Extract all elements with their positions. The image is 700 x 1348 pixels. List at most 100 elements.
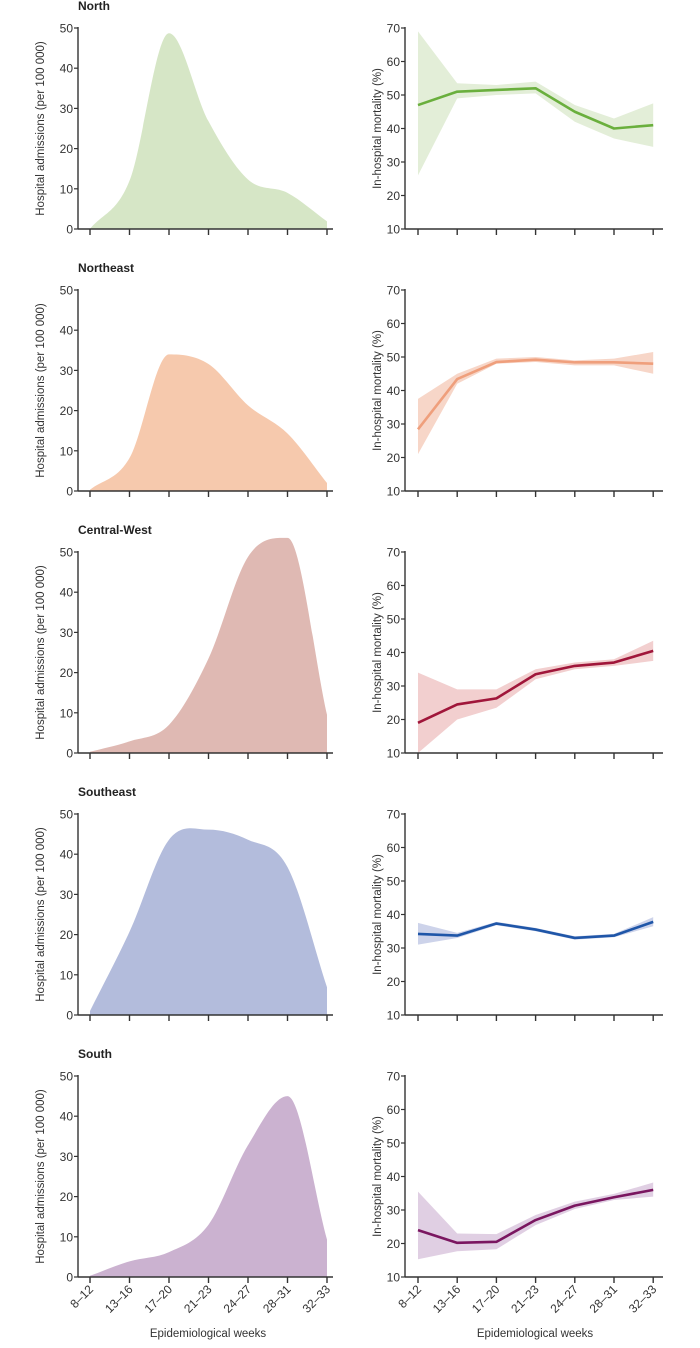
- x-tick-label: 17–20: [469, 1282, 503, 1316]
- y-tick-label: 50: [60, 22, 74, 36]
- y-tick-label: 20: [387, 975, 401, 989]
- y-tick-label: 70: [387, 808, 401, 822]
- y-tick-label: 40: [387, 122, 401, 136]
- y-tick-label: 10: [60, 182, 74, 196]
- y-tick-label: 10: [387, 1009, 401, 1023]
- admissions-area: [90, 828, 327, 1015]
- y-tick-label: 30: [387, 418, 401, 432]
- x-axis-label: Epidemiological weeks: [477, 1328, 594, 1340]
- y-tick-label: 0: [66, 1009, 73, 1023]
- y-tick-label: 10: [60, 444, 74, 458]
- admissions-area: [90, 354, 327, 491]
- y-tick-label: 70: [387, 284, 401, 298]
- y-axis-label: Hospital admissions (per 100 000): [35, 303, 47, 478]
- x-tick-label: 13–16: [102, 1282, 136, 1316]
- admissions-area: [90, 33, 327, 229]
- y-tick-label: 20: [60, 928, 74, 942]
- y-tick-label: 20: [60, 404, 74, 418]
- y-axis-label: In-hospital mortality (%): [372, 330, 384, 451]
- x-tick-label: 21–23: [181, 1282, 215, 1316]
- y-tick-label: 40: [387, 646, 401, 660]
- y-tick-label: 0: [66, 747, 73, 761]
- y-tick-label: 20: [60, 666, 74, 680]
- x-tick-label: 32–33: [300, 1282, 334, 1316]
- panel-title-northeast: Northeast: [78, 261, 134, 275]
- x-tick-label: 28–31: [260, 1282, 294, 1316]
- y-tick-label: 0: [66, 223, 73, 237]
- y-tick-label: 40: [387, 1170, 401, 1184]
- y-tick-label: 30: [60, 888, 74, 902]
- panel-title-central-west: Central-West: [78, 523, 152, 537]
- y-tick-label: 10: [60, 1230, 74, 1244]
- y-tick-label: 50: [60, 808, 74, 822]
- y-tick-label: 10: [60, 968, 74, 982]
- y-axis-label: Hospital admissions (per 100 000): [35, 1089, 47, 1264]
- y-axis-label: In-hospital mortality (%): [372, 592, 384, 713]
- y-tick-label: 20: [387, 713, 401, 727]
- y-axis-label: In-hospital mortality (%): [372, 1116, 384, 1237]
- y-tick-label: 40: [60, 848, 74, 862]
- confidence-band: [418, 641, 653, 753]
- x-tick-label: 24–27: [547, 1282, 581, 1316]
- panel-title-southeast: Southeast: [78, 785, 136, 799]
- x-tick-label: 8–12: [67, 1282, 96, 1311]
- y-tick-label: 60: [387, 55, 401, 69]
- y-tick-label: 0: [66, 485, 73, 499]
- confidence-band: [418, 31, 653, 175]
- x-tick-label: 24–27: [221, 1282, 255, 1316]
- y-tick-label: 40: [387, 384, 401, 398]
- y-tick-label: 70: [387, 22, 401, 36]
- y-tick-label: 0: [66, 1271, 73, 1285]
- y-tick-label: 50: [387, 351, 401, 365]
- y-tick-label: 70: [387, 1070, 401, 1084]
- x-tick-label: 21–23: [508, 1282, 542, 1316]
- y-tick-label: 30: [60, 102, 74, 116]
- mortality-line: [418, 360, 653, 430]
- y-tick-label: 30: [387, 1204, 401, 1218]
- x-tick-label: 17–20: [142, 1282, 176, 1316]
- y-tick-label: 30: [60, 626, 74, 640]
- y-tick-label: 20: [387, 189, 401, 203]
- x-axis-label: Epidemiological weeks: [150, 1328, 267, 1340]
- y-tick-label: 20: [60, 1190, 74, 1204]
- y-tick-label: 50: [60, 1070, 74, 1084]
- y-tick-label: 50: [387, 1137, 401, 1151]
- y-axis-label: In-hospital mortality (%): [372, 854, 384, 975]
- y-tick-label: 20: [387, 451, 401, 465]
- y-tick-label: 10: [60, 706, 74, 720]
- admissions-area: [90, 1096, 327, 1277]
- x-tick-label: 13–16: [430, 1282, 464, 1316]
- y-tick-label: 30: [387, 156, 401, 170]
- y-tick-label: 20: [387, 1237, 401, 1251]
- y-tick-label: 40: [387, 908, 401, 922]
- y-tick-label: 60: [387, 317, 401, 331]
- y-tick-label: 30: [387, 942, 401, 956]
- y-tick-label: 40: [60, 324, 74, 338]
- y-tick-label: 40: [60, 586, 74, 600]
- y-axis-label: In-hospital mortality (%): [372, 68, 384, 189]
- y-tick-label: 70: [387, 546, 401, 560]
- y-tick-label: 30: [387, 680, 401, 694]
- y-tick-label: 50: [387, 613, 401, 627]
- y-tick-label: 10: [387, 223, 401, 237]
- y-tick-label: 60: [387, 1103, 401, 1117]
- y-tick-label: 20: [60, 142, 74, 156]
- x-tick-label: 28–31: [587, 1282, 621, 1316]
- y-tick-label: 10: [387, 747, 401, 761]
- y-tick-label: 40: [60, 62, 74, 76]
- y-tick-label: 30: [60, 1150, 74, 1164]
- y-tick-label: 60: [387, 579, 401, 593]
- x-tick-label: 8–12: [395, 1282, 424, 1311]
- y-tick-label: 40: [60, 1110, 74, 1124]
- confidence-band: [418, 352, 653, 454]
- y-tick-label: 60: [387, 841, 401, 855]
- mortality-line: [418, 922, 653, 938]
- confidence-band: [418, 917, 653, 944]
- y-tick-label: 50: [387, 89, 401, 103]
- y-tick-label: 50: [60, 284, 74, 298]
- y-tick-label: 10: [387, 485, 401, 499]
- panel-title-north: North: [78, 0, 110, 13]
- panel-title-south: South: [78, 1047, 112, 1061]
- y-tick-label: 30: [60, 364, 74, 378]
